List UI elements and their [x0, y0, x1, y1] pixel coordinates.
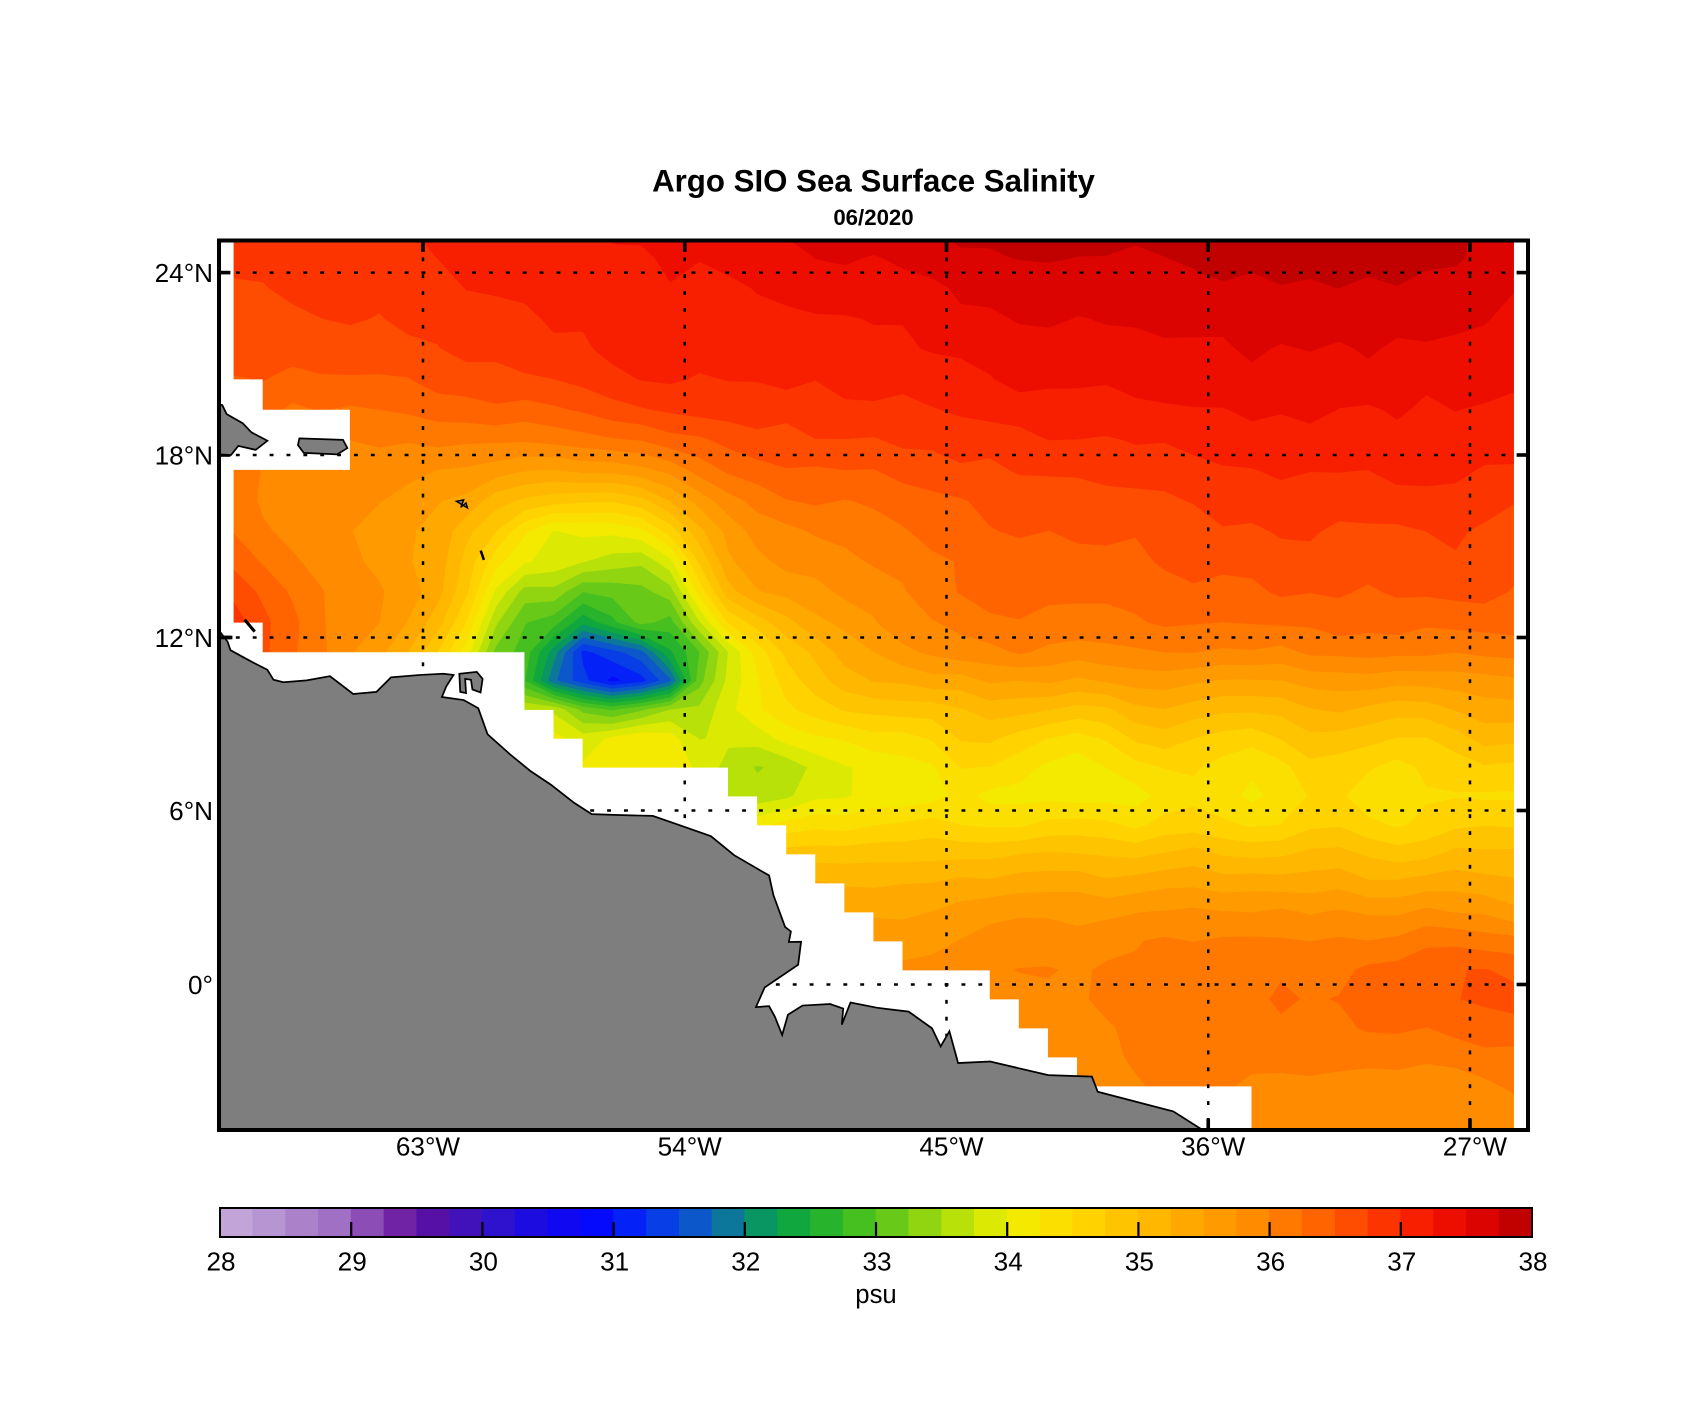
svg-text:28: 28 — [206, 1247, 235, 1277]
svg-text:32: 32 — [731, 1247, 760, 1277]
svg-text:24°N: 24°N — [155, 258, 213, 288]
svg-text:36: 36 — [1256, 1247, 1285, 1277]
svg-text:0°: 0° — [188, 970, 213, 1000]
svg-text:Argo SIO Sea Surface Salinity: Argo SIO Sea Surface Salinity — [652, 164, 1095, 199]
svg-text:38: 38 — [1518, 1247, 1547, 1277]
svg-text:6°N: 6°N — [169, 796, 213, 826]
svg-text:27°W: 27°W — [1443, 1132, 1507, 1162]
svg-text:35: 35 — [1125, 1247, 1154, 1277]
svg-text:psu: psu — [855, 1281, 896, 1309]
svg-text:54°W: 54°W — [658, 1132, 722, 1162]
svg-text:06/2020: 06/2020 — [833, 205, 913, 230]
svg-text:63°W: 63°W — [396, 1132, 460, 1162]
svg-text:36°W: 36°W — [1181, 1132, 1245, 1162]
svg-text:12°N: 12°N — [155, 623, 213, 653]
svg-text:29: 29 — [338, 1247, 367, 1277]
svg-text:30: 30 — [469, 1247, 498, 1277]
svg-text:31: 31 — [600, 1247, 629, 1277]
svg-text:45°W: 45°W — [919, 1132, 983, 1162]
svg-text:37: 37 — [1387, 1247, 1416, 1277]
svg-text:33: 33 — [862, 1247, 891, 1277]
svg-text:34: 34 — [994, 1247, 1023, 1277]
svg-text:18°N: 18°N — [155, 440, 213, 470]
